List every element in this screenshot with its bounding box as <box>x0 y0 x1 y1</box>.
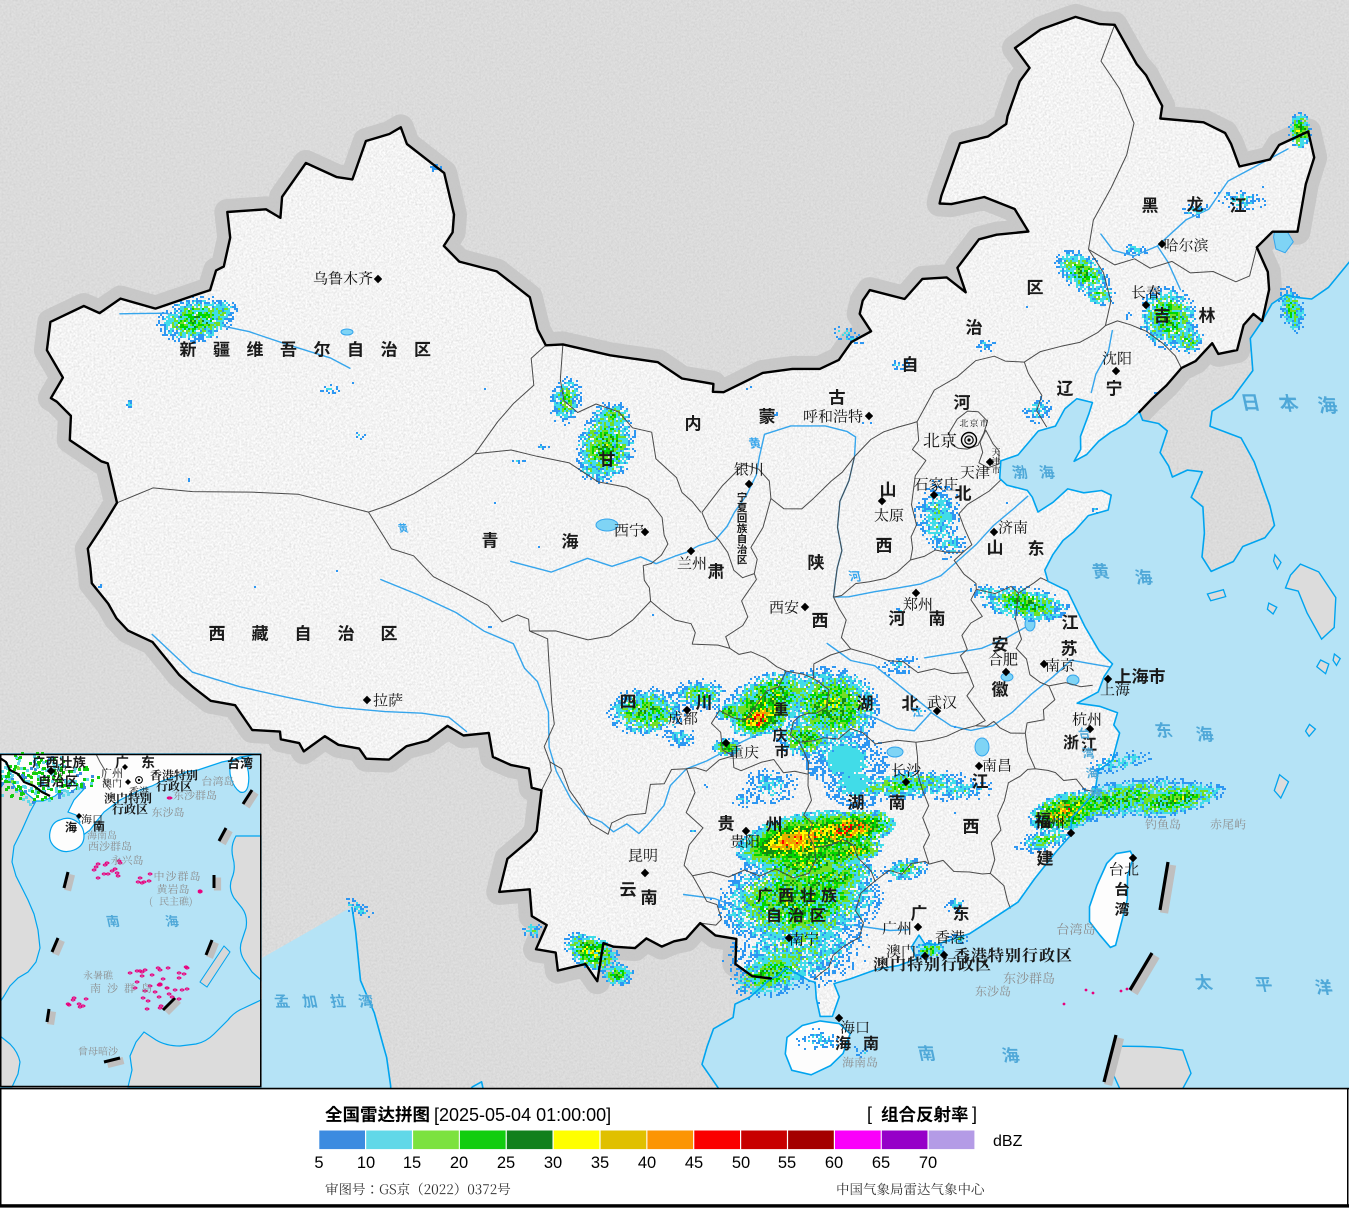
svg-text:25: 25 <box>497 1154 515 1172</box>
svg-text:]: ] <box>972 1104 977 1124</box>
svg-text:10: 10 <box>357 1154 375 1172</box>
svg-text:40: 40 <box>638 1154 656 1172</box>
svg-text:[: [ <box>867 1104 872 1124</box>
svg-text:30: 30 <box>544 1154 562 1172</box>
svg-text:50: 50 <box>732 1154 750 1172</box>
svg-text:[2025-05-04 01:00:00]: [2025-05-04 01:00:00] <box>434 1105 611 1125</box>
svg-text:35: 35 <box>591 1154 609 1172</box>
svg-text:55: 55 <box>778 1154 796 1172</box>
svg-text:15: 15 <box>403 1154 421 1172</box>
svg-text:65: 65 <box>872 1154 890 1172</box>
svg-text:45: 45 <box>685 1154 703 1172</box>
svg-text:5: 5 <box>314 1154 323 1172</box>
svg-text:20: 20 <box>450 1154 468 1172</box>
svg-text:70: 70 <box>919 1154 937 1172</box>
svg-text:60: 60 <box>825 1154 843 1172</box>
svg-text:dBZ: dBZ <box>993 1133 1023 1150</box>
